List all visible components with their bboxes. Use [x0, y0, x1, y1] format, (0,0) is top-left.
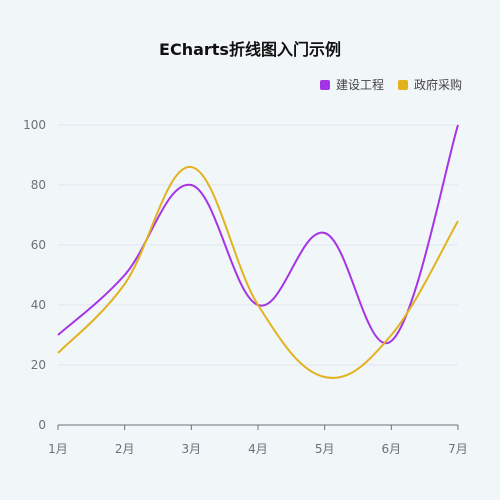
x-tick-label-6: 7月	[448, 442, 468, 456]
axes: 0 20 40 60 80 100 1月 2月 3月 4月 5月 6月 7月	[23, 118, 468, 456]
y-tick-label-2: 40	[31, 298, 46, 312]
series-line-0	[57, 124, 459, 345]
legend-swatch-series-1	[397, 79, 408, 90]
grid-lines	[58, 124, 458, 366]
y-tick-label-4: 80	[31, 178, 46, 192]
series-line-1	[57, 165, 459, 379]
legend: 建设工程 政府采购	[319, 76, 462, 93]
legend-item-series-0[interactable]: 建设工程	[319, 76, 384, 93]
legend-item-series-1[interactable]: 政府采购	[397, 76, 462, 93]
x-tick-label-3: 4月	[248, 442, 268, 456]
legend-label-series-0: 建设工程	[335, 78, 384, 92]
series-lines	[57, 124, 459, 379]
x-tick-label-2: 3月	[182, 442, 202, 456]
chart-title: ECharts折线图入门示例	[159, 40, 341, 59]
y-tick-label-0: 0	[38, 418, 46, 432]
legend-swatch-series-0	[319, 79, 330, 90]
x-tick-label-1: 2月	[115, 442, 135, 456]
x-tick-label-5: 6月	[382, 442, 402, 456]
y-tick-label-1: 20	[31, 358, 46, 372]
y-tick-label-3: 60	[31, 238, 46, 252]
x-tick-label-4: 5月	[315, 442, 335, 456]
legend-label-series-1: 政府采购	[413, 78, 462, 92]
y-tick-label-5: 100	[23, 118, 46, 132]
x-tick-label-0: 1月	[48, 442, 68, 456]
